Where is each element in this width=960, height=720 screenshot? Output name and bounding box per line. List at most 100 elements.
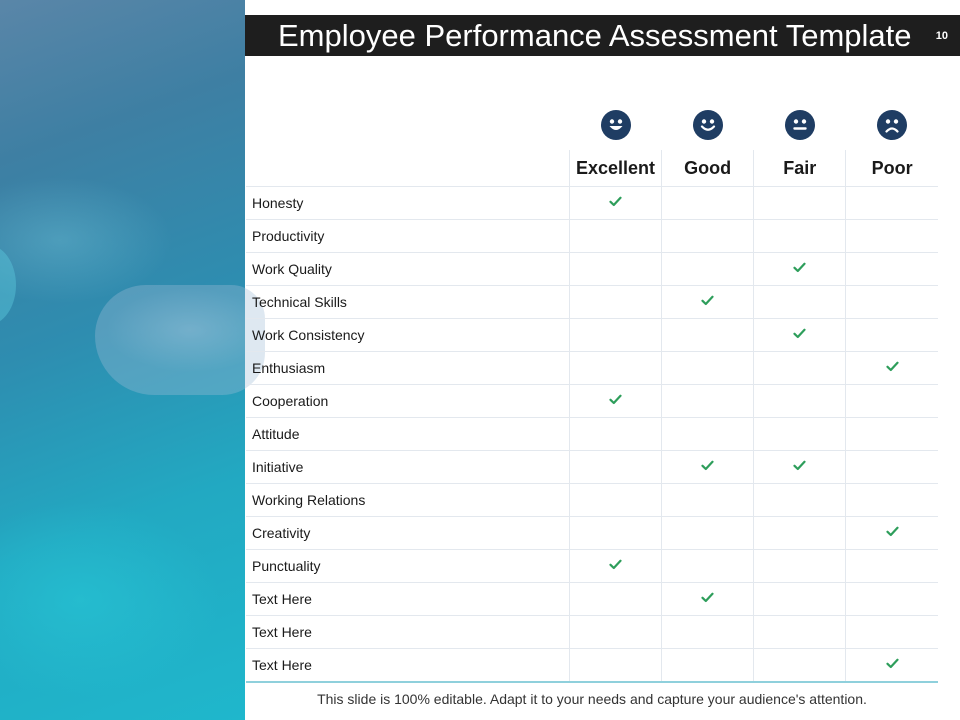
rating-cell-poor[interactable] xyxy=(845,417,938,451)
rating-icons-row xyxy=(246,100,938,150)
rating-cell-fair[interactable] xyxy=(753,483,846,517)
rating-cell-fair[interactable] xyxy=(753,252,846,286)
checkmark-icon xyxy=(609,557,622,575)
rating-cell-good[interactable] xyxy=(661,318,754,352)
rating-cell-excellent[interactable] xyxy=(568,549,662,583)
rating-cell-good[interactable] xyxy=(661,384,754,418)
rating-cell-good[interactable] xyxy=(661,582,754,616)
table-row: Working Relations xyxy=(246,483,938,517)
table-row: Honesty xyxy=(246,186,938,220)
rating-cell-poor[interactable] xyxy=(845,615,938,649)
rating-cell-fair[interactable] xyxy=(753,186,846,220)
rating-cell-good[interactable] xyxy=(661,483,754,517)
rating-cell-excellent[interactable] xyxy=(568,648,662,683)
rating-cell-fair[interactable] xyxy=(753,219,846,253)
rating-cell-fair[interactable] xyxy=(753,549,846,583)
rating-cell-good[interactable] xyxy=(661,549,754,583)
rating-cell-fair[interactable] xyxy=(753,285,846,319)
icon-row-spacer xyxy=(246,100,569,150)
rating-cell-fair[interactable] xyxy=(753,384,846,418)
rating-header-good: Good xyxy=(661,150,754,187)
rating-cell-fair[interactable] xyxy=(753,318,846,352)
rating-cell-good[interactable] xyxy=(661,648,754,683)
rating-cell-fair[interactable] xyxy=(753,615,846,649)
table-row: Work Consistency xyxy=(246,318,938,352)
rating-cell-fair[interactable] xyxy=(753,417,846,451)
row-label: Work Quality xyxy=(246,252,570,286)
rating-cell-good[interactable] xyxy=(661,219,754,253)
rating-cell-excellent[interactable] xyxy=(568,450,662,484)
rating-icon-cell xyxy=(662,100,754,150)
rating-cell-poor[interactable] xyxy=(845,318,938,352)
table-row: Text Here xyxy=(246,615,938,649)
checkmark-icon xyxy=(886,359,899,377)
rating-cell-excellent[interactable] xyxy=(568,318,662,352)
checkmark-icon xyxy=(886,524,899,542)
rating-cell-good[interactable] xyxy=(661,351,754,385)
checkmark-icon xyxy=(793,260,806,278)
checkmark-icon xyxy=(886,656,899,674)
rating-cell-fair[interactable] xyxy=(753,648,846,683)
table-row: Work Quality xyxy=(246,252,938,286)
table-row: Initiative xyxy=(246,450,938,484)
rating-cell-good[interactable] xyxy=(661,186,754,220)
row-label: Text Here xyxy=(246,648,570,683)
photo-highlight-shape xyxy=(0,245,16,325)
rating-cell-excellent[interactable] xyxy=(568,615,662,649)
rating-cell-poor[interactable] xyxy=(845,384,938,418)
checkmark-icon xyxy=(609,392,622,410)
rating-cell-good[interactable] xyxy=(661,450,754,484)
checkmark-icon xyxy=(609,194,622,212)
rating-cell-fair[interactable] xyxy=(753,582,846,616)
title-bar: Employee Performance Assessment Template… xyxy=(245,15,960,56)
rating-cell-poor[interactable] xyxy=(845,219,938,253)
row-label: Creativity xyxy=(246,516,570,550)
header-spacer xyxy=(246,150,570,187)
assessment-table: Excellent Good Fair Poor Honesty Producti… xyxy=(246,100,938,683)
rating-cell-good[interactable] xyxy=(661,417,754,451)
rating-cell-poor[interactable] xyxy=(845,516,938,550)
rating-cell-poor[interactable] xyxy=(845,483,938,517)
table-row: Productivity xyxy=(246,219,938,253)
rating-cell-fair[interactable] xyxy=(753,516,846,550)
rating-cell-poor[interactable] xyxy=(845,582,938,616)
rating-cell-poor[interactable] xyxy=(845,351,938,385)
rating-cell-excellent[interactable] xyxy=(568,219,662,253)
rating-cell-poor[interactable] xyxy=(845,450,938,484)
rating-cell-fair[interactable] xyxy=(753,351,846,385)
row-label: Productivity xyxy=(246,219,570,253)
rating-cell-excellent[interactable] xyxy=(568,516,662,550)
table-row: Attitude xyxy=(246,417,938,451)
rating-icon-cell xyxy=(569,100,661,150)
rating-cell-poor[interactable] xyxy=(845,648,938,683)
rating-cell-excellent[interactable] xyxy=(568,252,662,286)
row-label: Attitude xyxy=(246,417,570,451)
rating-cell-good[interactable] xyxy=(661,252,754,286)
rating-cell-excellent[interactable] xyxy=(568,417,662,451)
background-photo xyxy=(0,0,265,720)
rating-cell-excellent[interactable] xyxy=(568,186,662,220)
rating-cell-excellent[interactable] xyxy=(568,582,662,616)
row-label: Honesty xyxy=(246,186,570,220)
row-label: Work Consistency xyxy=(246,318,570,352)
rating-cell-good[interactable] xyxy=(661,285,754,319)
rating-cell-poor[interactable] xyxy=(845,186,938,220)
rating-cell-poor[interactable] xyxy=(845,285,938,319)
rating-cell-good[interactable] xyxy=(661,516,754,550)
rating-cell-excellent[interactable] xyxy=(568,483,662,517)
rating-cell-excellent[interactable] xyxy=(568,384,662,418)
rating-cell-poor[interactable] xyxy=(845,549,938,583)
checkmark-icon xyxy=(701,293,714,311)
rating-cell-excellent[interactable] xyxy=(568,351,662,385)
row-label: Working Relations xyxy=(246,483,570,517)
rating-header-excellent: Excellent xyxy=(568,150,662,187)
rating-cell-fair[interactable] xyxy=(753,450,846,484)
table-row: Creativity xyxy=(246,516,938,550)
table-row: Enthusiasm xyxy=(246,351,938,385)
footer-note: This slide is 100% editable. Adapt it to… xyxy=(317,691,867,707)
rating-cell-good[interactable] xyxy=(661,615,754,649)
rating-cell-excellent[interactable] xyxy=(568,285,662,319)
rating-cell-poor[interactable] xyxy=(845,252,938,286)
rating-icon-cell xyxy=(846,100,938,150)
row-label: Text Here xyxy=(246,615,570,649)
